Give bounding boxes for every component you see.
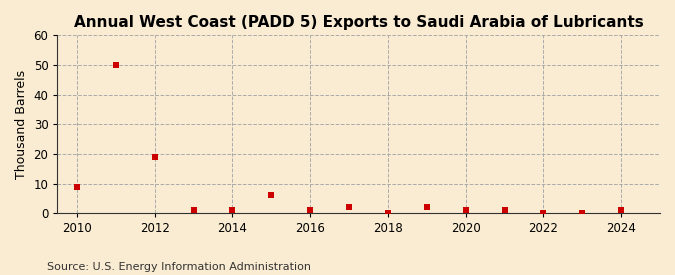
Point: [460, 208, 471, 213]
Point: [383, 211, 394, 215]
Point: [577, 211, 588, 215]
Point: [421, 205, 432, 210]
Point: [499, 208, 510, 213]
Point: [538, 211, 549, 215]
Point: [188, 208, 199, 213]
Title: Annual West Coast (PADD 5) Exports to Saudi Arabia of Lubricants: Annual West Coast (PADD 5) Exports to Sa…: [74, 15, 643, 30]
Point: [111, 63, 122, 67]
Point: [72, 184, 82, 189]
Point: [304, 208, 315, 213]
Text: Source: U.S. Energy Information Administration: Source: U.S. Energy Information Administ…: [47, 262, 311, 272]
Y-axis label: Thousand Barrels: Thousand Barrels: [15, 70, 28, 179]
Point: [149, 155, 160, 159]
Point: [344, 205, 354, 210]
Point: [266, 193, 277, 198]
Point: [616, 208, 626, 213]
Point: [227, 208, 238, 213]
